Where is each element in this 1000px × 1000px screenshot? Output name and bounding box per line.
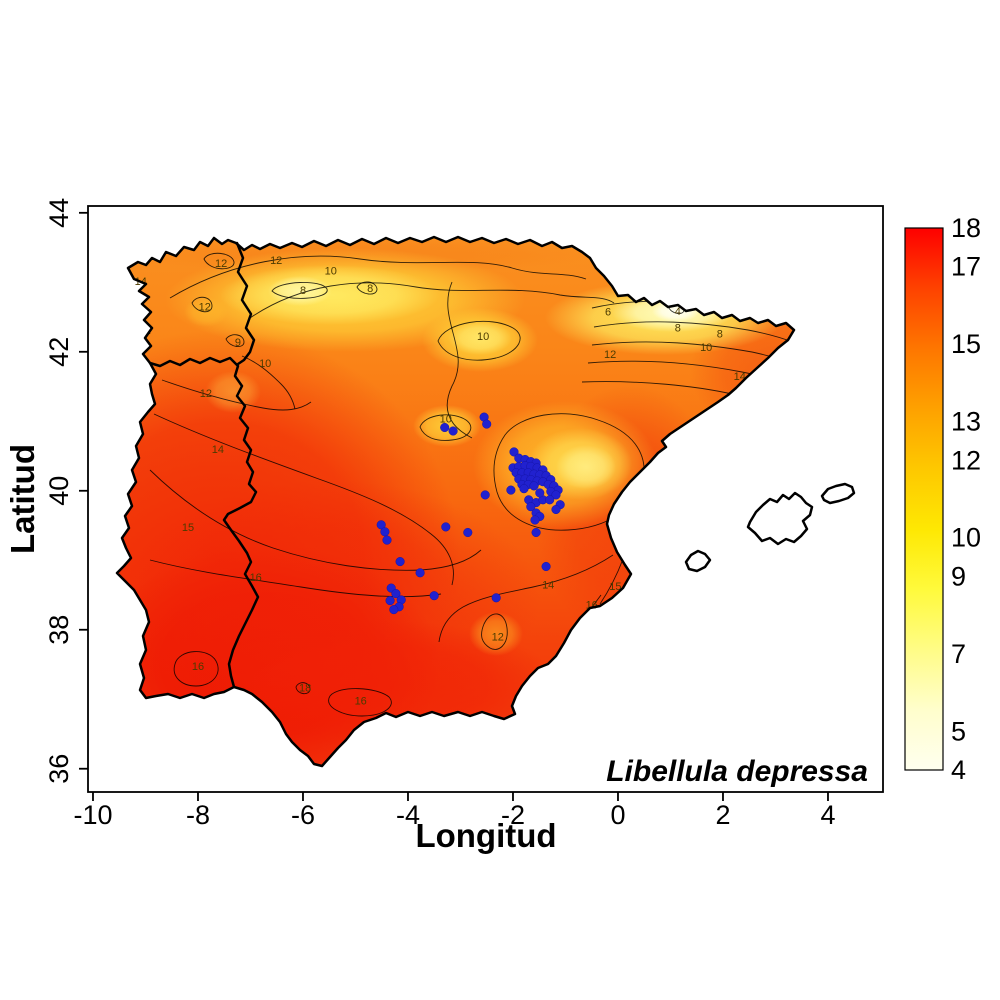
y-tick-label: 38 (44, 615, 74, 645)
ibiza-island (684, 549, 712, 573)
contour-label: 12 (270, 255, 282, 267)
occurrence-point (491, 593, 501, 603)
portugal-spain-border (148, 356, 260, 689)
contour-label: 8 (717, 329, 723, 341)
contour-label: 16 (192, 661, 204, 673)
contour-label: 14 (212, 444, 224, 456)
x-tick-label: 0 (610, 800, 625, 830)
contour-label: 8 (367, 283, 373, 295)
occurrence-point (531, 527, 541, 538)
occurrence-point (415, 568, 425, 578)
contour-label: 12 (604, 349, 616, 361)
colorbar-label: 15 (951, 329, 981, 359)
species-label: Libellula depressa (606, 755, 868, 788)
occurrence-point (545, 495, 555, 505)
contour-label: 14 (542, 580, 554, 592)
contour-label: 15 (609, 581, 621, 593)
occurrence-points (376, 412, 565, 615)
occurrence-point (440, 422, 450, 433)
occurrence-point (519, 484, 529, 494)
y-tick-label: 40 (44, 476, 74, 506)
contour-lines (125, 252, 794, 717)
plot-border (87, 205, 884, 793)
contour-label: 12 (200, 388, 212, 400)
colorbar-labels: 18 17 15 13 12 10 9 7 5 4 (951, 213, 981, 785)
colorbar-label: 9 (951, 561, 966, 591)
y-tick-label: 36 (44, 754, 74, 784)
x-axis: -10 -8 -6 -4 -2 0 2 4 (73, 792, 835, 830)
y-axis: 36 38 40 42 44 (44, 198, 88, 784)
contour-label: 10 (325, 266, 337, 278)
occurrence-point (551, 490, 561, 500)
x-tick-label: 4 (820, 800, 835, 830)
y-tick-label: 44 (44, 198, 74, 228)
occurrence-point (526, 502, 536, 512)
occurrence-point (530, 515, 540, 525)
colorbar-label: 13 (951, 407, 981, 437)
colorbar-label: 18 (951, 213, 981, 243)
occurrence-point (380, 527, 390, 537)
occurrence-point (429, 591, 439, 601)
contour-label: 8 (675, 323, 681, 335)
contour-label: 12 (199, 302, 211, 314)
x-axis-title: Longitud (415, 817, 556, 854)
x-tick-label: -8 (186, 800, 210, 830)
contour-label: 8 (300, 285, 306, 297)
occurrence-point (395, 557, 405, 567)
x-tick-label: -2 (501, 800, 525, 830)
colorbar-label: 5 (951, 716, 966, 746)
occurrence-point (509, 447, 519, 457)
mallorca-island (746, 491, 814, 546)
contour-label: 16 (355, 696, 367, 708)
occurrence-point (529, 481, 539, 491)
occurrence-point (463, 527, 473, 538)
contour-label: 18 (299, 682, 311, 694)
colorbar (904, 227, 944, 771)
y-axis-title: Latitud (4, 444, 41, 554)
contour-label: 10 (440, 414, 452, 426)
x-tick-label: -6 (291, 800, 315, 830)
occurrence-point (448, 426, 458, 436)
colorbar-label: 10 (951, 523, 981, 553)
x-tick-label: -10 (73, 800, 112, 830)
occurrence-point (480, 490, 490, 500)
occurrence-point (385, 596, 395, 606)
colorbar-label: 4 (951, 755, 966, 785)
occurrence-point (535, 488, 545, 498)
contour-label: 15 (182, 522, 194, 534)
occurrence-point (541, 561, 551, 572)
occurrence-point (441, 522, 451, 532)
contour-label: 12 (215, 258, 227, 270)
x-tick-label: 2 (715, 800, 730, 830)
contour-label: 9 (235, 337, 241, 349)
occurrence-point (376, 520, 386, 530)
colorbar-label: 12 (951, 445, 981, 475)
contour-label: 10 (700, 342, 712, 354)
occurrence-point (391, 589, 401, 599)
occurrence-point (482, 419, 492, 429)
contour-label: 10 (259, 358, 271, 370)
y-tick-label: 42 (44, 337, 74, 367)
x-tick-label: -4 (396, 800, 420, 830)
contour-label: 12 (492, 632, 504, 644)
colorbar-label: 7 (951, 639, 966, 669)
contour-label: 4 (675, 306, 681, 318)
occurrence-point (382, 535, 392, 545)
menorca-island (820, 482, 856, 505)
occurrence-point (389, 605, 399, 615)
occurrence-point (551, 504, 561, 515)
contour-label: 10 (477, 331, 489, 343)
galicia-border (235, 241, 256, 366)
colorbar-label: 17 (951, 252, 981, 282)
contour-label: 16 (250, 572, 262, 584)
occurrence-point (506, 485, 516, 495)
contour-label: 6 (605, 307, 611, 319)
